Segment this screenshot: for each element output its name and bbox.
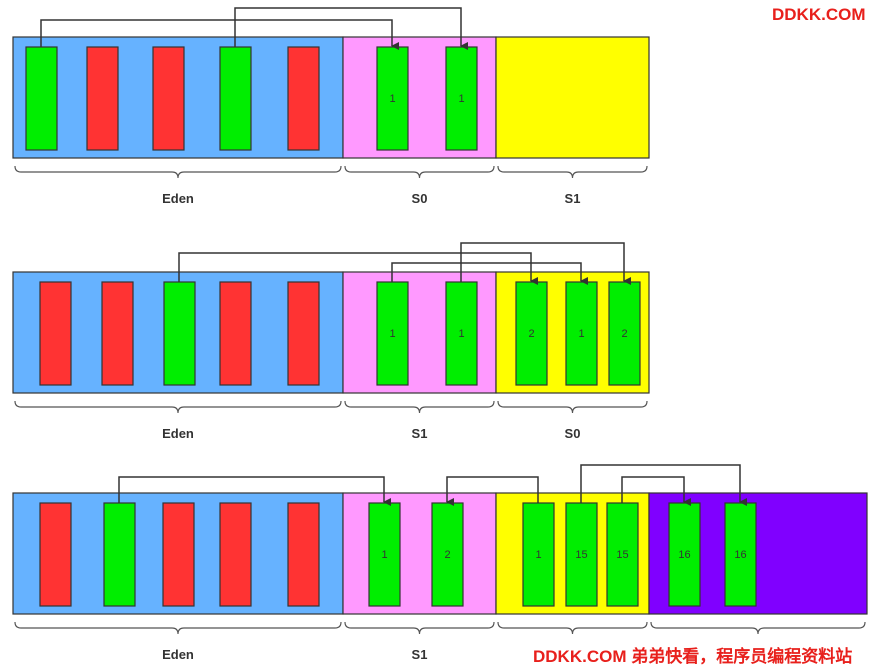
brace xyxy=(344,621,495,635)
arrow xyxy=(446,476,539,506)
object-age: 2 xyxy=(444,549,450,561)
object-age: 1 xyxy=(535,549,541,561)
object xyxy=(431,502,464,607)
arrow xyxy=(178,252,538,285)
region-label: S1 xyxy=(412,647,428,662)
region-label: S0 xyxy=(412,191,428,206)
brace xyxy=(497,621,648,635)
object xyxy=(219,281,252,386)
watermark: DDKK.COM xyxy=(772,5,866,24)
brace xyxy=(344,165,495,179)
object-age: 2 xyxy=(528,328,534,340)
object-age: 1 xyxy=(389,328,395,340)
object-age: 15 xyxy=(575,549,587,561)
object-age: 1 xyxy=(458,93,464,105)
object xyxy=(219,46,252,151)
region-label: S1 xyxy=(412,426,428,441)
brace xyxy=(14,165,342,179)
arrow xyxy=(621,476,691,506)
brace xyxy=(497,165,648,179)
watermark: DDKK.COM 弟弟快看，程序员编程资料站 xyxy=(533,646,852,666)
region-label: S1 xyxy=(565,191,581,206)
arrow xyxy=(580,464,747,506)
object xyxy=(606,502,639,607)
region-label: Eden xyxy=(162,647,194,662)
object-age: 16 xyxy=(678,549,690,561)
object xyxy=(445,281,478,386)
brace xyxy=(650,621,866,635)
brace xyxy=(14,400,342,414)
object xyxy=(368,502,401,607)
object xyxy=(219,502,252,607)
object-age: 1 xyxy=(381,549,387,561)
object xyxy=(163,281,196,386)
brace xyxy=(14,621,342,635)
region xyxy=(495,36,650,159)
arrow xyxy=(391,262,588,285)
object xyxy=(376,281,409,386)
object xyxy=(522,502,555,607)
region-label: Eden xyxy=(162,191,194,206)
object xyxy=(287,281,320,386)
arrow xyxy=(40,19,399,50)
object-age: 1 xyxy=(389,93,395,105)
object xyxy=(152,46,185,151)
arrow xyxy=(460,242,631,285)
object xyxy=(724,502,757,607)
object-age: 1 xyxy=(458,328,464,340)
arrow xyxy=(234,7,468,50)
object-age: 16 xyxy=(734,549,746,561)
object xyxy=(162,502,195,607)
arrow xyxy=(118,476,391,506)
brace xyxy=(344,400,495,414)
object xyxy=(287,46,320,151)
region xyxy=(342,492,497,615)
region-label: S0 xyxy=(565,426,581,441)
object xyxy=(445,46,478,151)
object-age: 2 xyxy=(621,328,627,340)
object xyxy=(103,502,136,607)
object xyxy=(565,281,598,386)
object-age: 1 xyxy=(578,328,584,340)
brace xyxy=(497,400,648,414)
object-age: 15 xyxy=(616,549,628,561)
object xyxy=(565,502,598,607)
object xyxy=(25,46,58,151)
object xyxy=(39,281,72,386)
region-label: Eden xyxy=(162,426,194,441)
object xyxy=(101,281,134,386)
object xyxy=(86,46,119,151)
object xyxy=(287,502,320,607)
object xyxy=(39,502,72,607)
